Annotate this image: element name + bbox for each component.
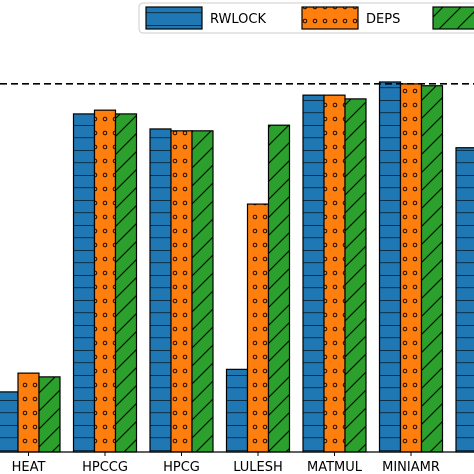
bar-miniamr-rwlock — [378, 81, 402, 453]
bar-matmul-deps — [323, 94, 346, 453]
x-tick-label-miniamr: MINIAMR — [382, 460, 440, 474]
x-tick-label-heat: HEAT — [12, 460, 46, 474]
bar-lulesh-rwlock — [225, 368, 249, 453]
x-tick-label-hpccg: HPCCG — [82, 460, 128, 474]
bar-unlabeled-rwlock — [455, 147, 474, 453]
legend-swatch-series-3 — [432, 6, 474, 30]
bar-hpccg-deps — [93, 109, 117, 453]
bar-heat-rwlock — [0, 391, 19, 453]
bar-lulesh-series-3 — [267, 124, 291, 453]
bar-hpcg-deps — [170, 130, 193, 453]
legend-label-rwlock: RWLOCK — [210, 12, 266, 27]
x-tick-label-matmul: MATMUL — [307, 460, 363, 474]
x-axis: HEAT HPCCG HPCG LULESH MATMUL MINIAMR — [0, 451, 474, 474]
bar-heat-deps — [17, 372, 40, 453]
bar-miniamr-series-3 — [420, 85, 444, 453]
bar-lulesh-deps — [246, 203, 270, 453]
x-tick-label-hpcg: HPCG — [163, 460, 200, 474]
bar-hpccg-series-3 — [114, 113, 138, 453]
bar-matmul-series-3 — [344, 98, 367, 453]
bar-miniamr-deps — [399, 83, 423, 453]
bar-hpcg-series-3 — [191, 130, 214, 453]
legend-swatch-rwlock — [145, 6, 203, 30]
bar-heat-series-3 — [38, 376, 61, 453]
bars-layer — [0, 81, 474, 453]
bar-hpccg-rwlock — [72, 113, 96, 453]
legend-label-deps: DEPS — [366, 12, 400, 27]
x-tick-label-lulesh: LULESH — [233, 460, 283, 474]
legend: RWLOCK DEPS — [138, 2, 474, 34]
bar-matmul-rwlock — [302, 94, 325, 453]
legend-swatch-deps — [301, 6, 359, 30]
bar-hpcg-rwlock — [149, 128, 172, 453]
